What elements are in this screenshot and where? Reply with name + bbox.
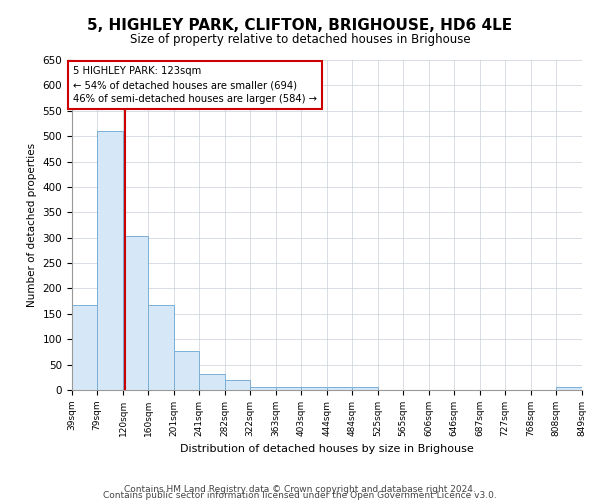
Text: Contains public sector information licensed under the Open Government Licence v3: Contains public sector information licen… [103,491,497,500]
Bar [276,387,301,390]
Bar [556,388,582,390]
Bar [123,236,148,390]
Bar [72,304,97,390]
Text: Contains HM Land Registry data © Crown copyright and database right 2024.: Contains HM Land Registry data © Crown c… [124,485,476,494]
Bar [199,374,225,390]
Bar [301,388,327,390]
Bar [352,388,378,390]
Text: 5, HIGHLEY PARK, CLIFTON, BRIGHOUSE, HD6 4LE: 5, HIGHLEY PARK, CLIFTON, BRIGHOUSE, HD6… [88,18,512,32]
Bar [250,387,276,390]
Bar [174,351,199,390]
Text: 5 HIGHLEY PARK: 123sqm
← 54% of detached houses are smaller (694)
46% of semi-de: 5 HIGHLEY PARK: 123sqm ← 54% of detached… [73,66,317,104]
Bar [327,388,352,390]
Bar [225,380,250,390]
X-axis label: Distribution of detached houses by size in Brighouse: Distribution of detached houses by size … [180,444,474,454]
Y-axis label: Number of detached properties: Number of detached properties [27,143,37,307]
Bar [148,304,174,390]
Text: Size of property relative to detached houses in Brighouse: Size of property relative to detached ho… [130,32,470,46]
Bar [97,130,123,390]
